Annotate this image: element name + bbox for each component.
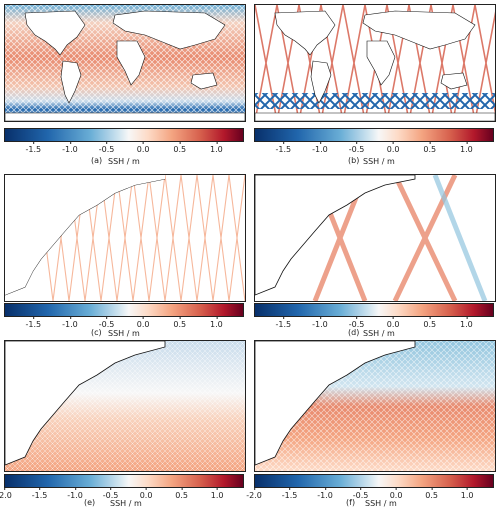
colorbar-e — [4, 474, 244, 488]
colorbar-tick-label: 0.0 — [136, 141, 150, 154]
colorbar-tick-label: -1.5 — [281, 487, 298, 500]
panel-c: -1.5 -1.0 -0.5 0.0 0.5 1.0 (c) SSH / m — [0, 170, 250, 340]
colorbar-tick-label: -2.0 — [0, 487, 12, 500]
panel-a: -1.5 -1.0 -0.5 0.0 0.5 1.0 (a) SSH / m — [0, 0, 250, 170]
colorbar-tick-label: 1.0 — [460, 487, 474, 500]
colorbar-tick-label: -1.0 — [62, 316, 78, 329]
unit-label-c: SSH / m — [108, 329, 140, 338]
panel-d: -1.5 -1.0 -0.5 0.0 0.5 1.0 (d) SSH / m — [250, 170, 500, 340]
colorbar-ticks-c: -1.5 -1.0 -0.5 0.0 0.5 1.0 — [4, 316, 242, 334]
colorbar-tick-label: 0.5 — [173, 316, 187, 329]
colorbar-tick-label: 0.0 — [139, 487, 153, 500]
colorbar-b — [254, 128, 494, 142]
colorbar-f — [254, 474, 494, 488]
panel-label-d: (d) — [348, 328, 360, 337]
colorbar-d — [254, 303, 494, 317]
unit-label-b: SSH / m — [363, 157, 395, 166]
map-a-global-ssh — [4, 4, 246, 122]
colorbar-tick-label: 0.5 — [425, 487, 438, 500]
colorbar-tick-label: -1.0 — [312, 141, 328, 154]
panel-e: -2.0 -1.5 -1.0 -0.5 0.0 0.5 1.0 (e) SSH / m — [0, 340, 250, 509]
colorbar-a — [4, 128, 244, 142]
colorbar-tick-label: -1.5 — [275, 141, 292, 154]
panel-label-f: (f) — [346, 498, 356, 507]
colorbar-tick-label: 1.0 — [210, 487, 224, 500]
colorbar-tick-label: -1.0 — [67, 487, 83, 500]
colorbar-tick-label: -0.5 — [348, 141, 365, 154]
panel-label-e: (e) — [84, 498, 96, 507]
unit-label-d: SSH / m — [363, 329, 395, 338]
unit-label-e: SSH / m — [110, 499, 142, 508]
colorbar-tick-label: -1.5 — [275, 316, 292, 329]
colorbar-tick-label: 0.5 — [423, 141, 437, 154]
colorbar-tick-label: -1.5 — [25, 316, 42, 329]
map-b-global-tracks — [254, 4, 496, 122]
colorbar-ticks-a: -1.5 -1.0 -0.5 0.0 0.5 1.0 — [4, 141, 242, 159]
unit-label-a: SSH / m — [108, 157, 140, 166]
map-d-regional-tracks — [254, 174, 496, 302]
panel-b: -1.5 -1.0 -0.5 0.0 0.5 1.0 (b) SSH / m — [250, 0, 500, 170]
colorbar-tick-label: 1.0 — [209, 141, 223, 154]
colorbar-tick-label: 1.0 — [459, 316, 473, 329]
panel-f: -2.0 -1.5 -1.0 -0.5 0.0 0.5 1.0 (f) SSH / m — [246, 340, 500, 509]
colorbar-tick-label: 0.0 — [389, 487, 403, 500]
colorbar-tick-label: -1.0 — [317, 487, 333, 500]
colorbar-tick-label: 0.5 — [173, 141, 187, 154]
colorbar-tick-label: 0.0 — [386, 141, 400, 154]
colorbar-tick-label: -0.5 — [98, 316, 115, 329]
colorbar-tick-label: -1.5 — [25, 141, 42, 154]
unit-label-f: SSH / m — [365, 499, 397, 508]
map-e-regional-reconstruction — [4, 340, 246, 472]
colorbar-tick-label: 0.0 — [386, 316, 400, 329]
colorbar-tick-label: -1.5 — [31, 487, 48, 500]
colorbar-tick-label: 1.0 — [459, 141, 473, 154]
colorbar-tick-label: -2.0 — [246, 487, 262, 500]
panel-label-c: (c) — [91, 328, 102, 337]
colorbar-ticks-f: -2.0 -1.5 -1.0 -0.5 0.0 0.5 1.0 — [246, 487, 492, 505]
colorbar-c — [4, 303, 244, 317]
colorbar-tick-label: -0.5 — [348, 316, 365, 329]
colorbar-tick-label: 0.5 — [175, 487, 188, 500]
colorbar-tick-label: -0.5 — [352, 487, 369, 500]
colorbar-tick-label: 0.5 — [423, 316, 437, 329]
colorbar-tick-label: -0.5 — [98, 141, 115, 154]
panel-label-a: (a) — [91, 156, 103, 165]
colorbar-ticks-e: -2.0 -1.5 -1.0 -0.5 0.0 0.5 1.0 — [0, 487, 242, 505]
colorbar-ticks-d: -1.5 -1.0 -0.5 0.0 0.5 1.0 — [254, 316, 492, 334]
colorbar-tick-label: -0.5 — [102, 487, 119, 500]
map-c-regional-tracks — [4, 174, 246, 302]
colorbar-ticks-b: -1.5 -1.0 -0.5 0.0 0.5 1.0 — [254, 141, 492, 159]
map-f-regional-reconstruction — [254, 340, 496, 472]
colorbar-tick-label: 1.0 — [209, 316, 223, 329]
land-masses — [5, 10, 245, 121]
colorbar-tick-label: 0.0 — [136, 316, 150, 329]
panel-label-b: (b) — [348, 156, 360, 165]
colorbar-tick-label: -1.0 — [312, 316, 328, 329]
colorbar-tick-label: -1.0 — [62, 141, 78, 154]
